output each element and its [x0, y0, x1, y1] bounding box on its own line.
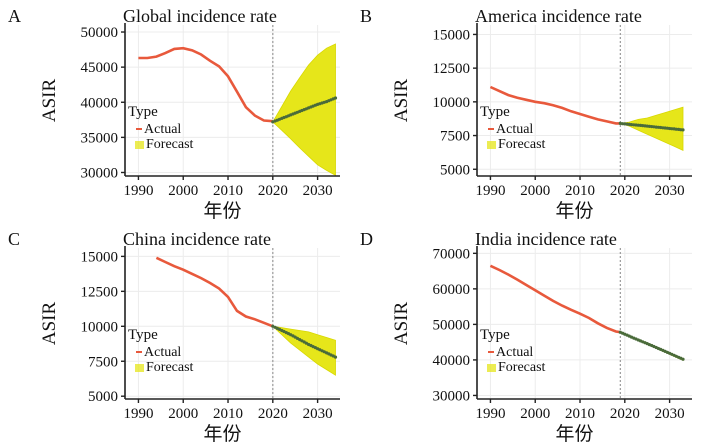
y-tick-label: 60000 — [433, 282, 471, 298]
y-axis-title: ASIR — [39, 302, 60, 346]
x-tick-label: 2000 — [520, 183, 550, 199]
y-tick-label: 5000 — [88, 389, 118, 405]
x-tick-label: 2010 — [213, 406, 243, 422]
x-tick-label: 2030 — [303, 406, 333, 422]
legend-forecast-label: Forecast — [498, 137, 546, 152]
panel-letter: A — [8, 6, 21, 26]
x-tick-label: 1990 — [475, 406, 505, 422]
y-tick-label: 35000 — [81, 130, 119, 146]
x-tick-label: 2000 — [168, 406, 198, 422]
y-tick-label: 7500 — [88, 354, 118, 370]
x-tick-label: 2030 — [655, 183, 685, 199]
panel-title: China incidence rate — [123, 229, 271, 249]
x-axis-title: 年份 — [203, 200, 241, 222]
panel-title: India incidence rate — [475, 229, 617, 249]
forecast-point — [634, 123, 638, 127]
y-axis-title: ASIR — [391, 302, 412, 346]
forecast-point — [674, 127, 678, 131]
legend-forecast-label: Forecast — [146, 360, 194, 375]
x-tick-label: 2010 — [213, 183, 243, 199]
x-axis-title: 年份 — [203, 423, 241, 445]
y-tick-label: 30000 — [433, 388, 471, 404]
y-tick-label: 50000 — [81, 25, 119, 41]
x-tick-label: 2000 — [168, 183, 198, 199]
chart-panel-b: 1990 2000 2010 2020 2030 5000 7500 10000 12500 15… — [360, 6, 692, 222]
y-tick-label: 40000 — [433, 353, 471, 369]
x-tick-label: 2030 — [303, 183, 333, 199]
legend-title: Type — [480, 104, 510, 120]
x-tick-label: 2000 — [520, 406, 550, 422]
y-tick-label: 12500 — [433, 61, 471, 77]
legend-actual-label: Actual — [144, 122, 181, 137]
actual-series-line — [155, 256, 274, 328]
y-axis-title: ASIR — [391, 79, 412, 123]
panel-letter: D — [360, 229, 373, 249]
legend-actual-label: Actual — [496, 345, 533, 360]
legend-title: Type — [480, 327, 510, 343]
x-tick-label: 2020 — [610, 183, 640, 199]
y-tick-label: 15000 — [81, 249, 119, 265]
actual-series-line — [489, 264, 621, 334]
legend-forecast-swatch — [487, 141, 496, 149]
legend-actual-label: Actual — [144, 345, 181, 360]
chart-panel-c: 1990 2000 2010 2020 2030 5000 7500 10000 12500 15… — [8, 229, 340, 445]
panel-letter: B — [360, 6, 372, 26]
x-axis-title: 年份 — [555, 423, 593, 445]
y-tick-label: 7500 — [440, 129, 470, 145]
actual-series-line — [138, 46, 273, 123]
y-tick-label: 30000 — [81, 165, 119, 181]
x-tick-label: 1990 — [475, 183, 505, 199]
legend-forecast-swatch — [487, 364, 496, 372]
forecast-point — [663, 126, 667, 130]
panel-letter: C — [8, 229, 20, 249]
forecast-point — [333, 355, 338, 359]
y-axis-title: ASIR — [39, 79, 60, 123]
legend-forecast-label: Forecast — [498, 360, 546, 375]
y-tick-label: 12500 — [81, 284, 119, 300]
legend-title: Type — [128, 104, 158, 120]
forecast-point — [681, 128, 685, 132]
x-tick-label: 2020 — [610, 406, 640, 422]
y-tick-label: 40000 — [81, 95, 119, 111]
x-tick-label: 2010 — [565, 406, 595, 422]
legend-forecast-swatch — [135, 364, 144, 372]
forecast-point — [623, 122, 627, 126]
forecast-point — [629, 123, 634, 127]
x-tick-label: 2020 — [258, 406, 288, 422]
legend-forecast-label: Forecast — [146, 137, 194, 152]
x-tick-label: 1990 — [123, 183, 153, 199]
legend-forecast-swatch — [135, 141, 144, 149]
forecast-point — [670, 127, 674, 131]
y-tick-label: 70000 — [433, 246, 471, 262]
forecast-point — [681, 357, 685, 361]
forecast-interval-band — [271, 325, 336, 376]
x-tick-label: 2010 — [565, 183, 595, 199]
y-tick-label: 15000 — [433, 27, 471, 43]
y-tick-label: 50000 — [433, 317, 471, 333]
y-tick-label: 10000 — [81, 319, 119, 335]
x-axis-title: 年份 — [555, 200, 593, 222]
forecast-point — [647, 124, 651, 128]
x-tick-label: 2030 — [655, 406, 685, 422]
panel-title: Global incidence rate — [123, 6, 277, 26]
y-tick-label: 10000 — [433, 95, 471, 111]
y-tick-label: 45000 — [81, 60, 119, 76]
forecast-point — [333, 96, 338, 100]
actual-series-line — [489, 85, 621, 125]
x-tick-label: 1990 — [123, 406, 153, 422]
y-tick-label: 5000 — [440, 162, 470, 178]
chart-panel-d: 1990 2000 2010 2020 2030 30000 40000 50000 60000… — [360, 229, 692, 445]
x-tick-label: 2020 — [258, 183, 288, 199]
legend-actual-label: Actual — [496, 122, 533, 137]
legend-title: Type — [128, 327, 158, 343]
chart-panel-a: 1990 2000 2010 2020 2030 30000 35000 40000 45000… — [8, 6, 340, 222]
panel-title: America incidence rate — [475, 6, 642, 26]
